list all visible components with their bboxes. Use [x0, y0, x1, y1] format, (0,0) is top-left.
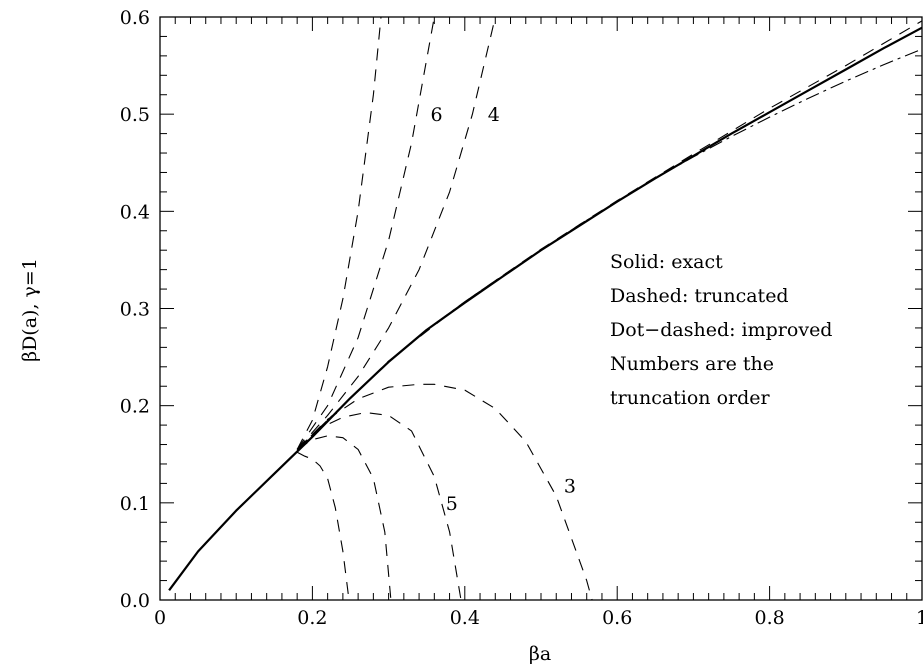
series-layer [168, 16, 923, 601]
x-tick-label: 1 [916, 607, 923, 629]
series-dashed-6 [296, 451, 350, 601]
legend-line: Dashed: truncated [610, 285, 789, 307]
series-solid-0 [168, 26, 923, 591]
x-tick-label: 0 [154, 607, 166, 629]
order-label-5: 5 [446, 493, 458, 515]
y-tick-label: 0.1 [120, 493, 150, 515]
axis-ticks [159, 16, 923, 601]
legend-line: Dot−dashed: improved [610, 319, 832, 341]
legend-text: Solid: exact Dashed: truncated Dot−dashed:… [610, 251, 832, 409]
order-label-3: 3 [564, 475, 576, 497]
order-label-6: 6 [431, 104, 443, 126]
y-tick-label: 0.2 [120, 396, 150, 418]
y-axis-title: βD(a), γ=1 [19, 258, 41, 362]
tick-labels: 0 0.2 0.4 0.6 0.8 1 0.0 0.1 0.2 0.3 0.4 0.5 0.6 [120, 7, 923, 629]
x-tick-label: 0.6 [602, 607, 632, 629]
x-tick-label: 0.8 [754, 607, 784, 629]
series-dashed-3 [296, 383, 593, 601]
series-dotdash-1 [296, 48, 923, 450]
series-dashed-7 [296, 16, 496, 450]
legend-line: Numbers are the [610, 353, 774, 375]
series-dashed-4 [296, 411, 462, 601]
series-dashed-8 [296, 16, 435, 450]
x-tick-label: 0.2 [297, 607, 327, 629]
annotations: 6 4 5 3 [431, 104, 576, 515]
y-tick-label: 0.3 [120, 299, 150, 321]
series-dashed-9 [296, 16, 382, 450]
plot-frame [159, 16, 923, 601]
x-tick-label: 0.4 [450, 607, 480, 629]
series-dashed-5 [296, 435, 392, 601]
y-tick-label: 0.6 [120, 7, 150, 29]
y-tick-label: 0.0 [120, 590, 150, 612]
series-dashed-2 [296, 20, 923, 451]
legend-line: Solid: exact [610, 251, 723, 273]
y-tick-label: 0.5 [120, 104, 150, 126]
y-tick-label: 0.4 [120, 201, 150, 223]
plot-border [159, 16, 923, 601]
legend-line: truncation order [610, 387, 771, 409]
x-axis-title: βa [529, 643, 551, 665]
order-label-4: 4 [488, 104, 500, 126]
